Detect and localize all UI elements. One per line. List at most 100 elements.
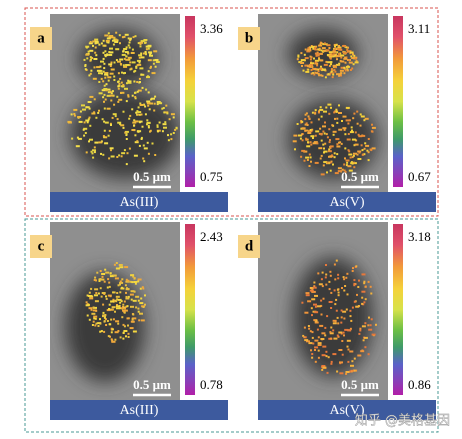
speckle xyxy=(143,147,148,150)
speckle xyxy=(125,291,127,294)
speckle xyxy=(296,123,299,125)
speckle xyxy=(108,53,113,56)
speckle xyxy=(349,156,352,159)
speckle xyxy=(132,299,137,302)
speckle xyxy=(83,58,86,61)
speckle xyxy=(170,138,173,141)
speckle xyxy=(108,51,111,54)
speckle xyxy=(354,57,357,60)
speckle xyxy=(104,73,109,76)
speckle xyxy=(140,73,143,76)
speckle xyxy=(107,335,110,338)
speckle xyxy=(137,106,140,109)
speckle xyxy=(318,132,323,135)
speckle xyxy=(118,34,121,37)
speckle xyxy=(100,152,102,155)
speckle xyxy=(331,76,334,79)
speckle xyxy=(351,67,354,70)
speckle xyxy=(325,133,328,136)
speckle xyxy=(103,107,106,110)
speckle xyxy=(324,276,327,279)
speckle xyxy=(86,57,89,60)
speckle xyxy=(137,310,140,313)
speckle xyxy=(347,50,352,53)
speckle xyxy=(158,102,163,105)
speckle xyxy=(92,77,97,80)
speckle xyxy=(144,105,147,108)
panel-label: d xyxy=(245,238,254,254)
speckle xyxy=(127,332,130,335)
speckle xyxy=(109,94,114,97)
speckle xyxy=(321,285,324,288)
speckle xyxy=(121,152,126,155)
speckle xyxy=(101,118,104,121)
speckle xyxy=(100,60,104,63)
speckle xyxy=(325,355,328,358)
speckle xyxy=(117,284,120,287)
speckle xyxy=(304,336,307,339)
speckle xyxy=(305,137,308,140)
speckle xyxy=(137,307,140,310)
speckle xyxy=(304,48,307,51)
speckle xyxy=(84,65,87,67)
speckle xyxy=(131,108,134,111)
speckle xyxy=(342,127,347,130)
speckle xyxy=(87,50,90,53)
speckle xyxy=(308,130,313,133)
speckle xyxy=(108,129,111,132)
speckle xyxy=(127,56,132,59)
speckle xyxy=(328,148,331,151)
speckle xyxy=(97,292,100,295)
speckle xyxy=(135,295,140,298)
speckle xyxy=(93,317,96,320)
speckle xyxy=(319,106,322,109)
speckle xyxy=(103,320,106,323)
speckle xyxy=(153,50,158,53)
speckle xyxy=(126,82,128,85)
speckle xyxy=(154,59,159,61)
speckle xyxy=(314,59,319,62)
speckle xyxy=(336,121,339,124)
speckle xyxy=(339,372,344,375)
speckle xyxy=(119,280,122,283)
speckle xyxy=(124,51,129,54)
speckle xyxy=(122,323,125,326)
speckle xyxy=(364,285,367,288)
speckle xyxy=(109,272,112,275)
speckle xyxy=(307,68,310,71)
speckle xyxy=(303,150,308,153)
speckle xyxy=(114,310,116,313)
speckle xyxy=(134,69,137,72)
speckle xyxy=(162,123,167,126)
caption-bar xyxy=(258,192,436,212)
speckle xyxy=(100,330,103,333)
speckle xyxy=(313,73,316,76)
speckle xyxy=(337,291,340,294)
speckle xyxy=(93,151,96,154)
speckle xyxy=(347,133,350,135)
speckle xyxy=(351,162,354,165)
speckle xyxy=(327,49,330,52)
speckle xyxy=(359,113,362,116)
speckle xyxy=(131,318,134,321)
speckle xyxy=(109,122,112,125)
speckle xyxy=(92,309,97,312)
speckle xyxy=(93,98,96,101)
speckle xyxy=(123,300,126,303)
speckle xyxy=(116,95,119,98)
speckle xyxy=(121,286,123,289)
speckle xyxy=(102,311,105,314)
speckle xyxy=(344,328,349,331)
speckle xyxy=(347,360,350,363)
speckle xyxy=(333,111,336,114)
speckle xyxy=(313,319,318,322)
speckle xyxy=(308,63,313,66)
speckle xyxy=(314,311,319,314)
speckle xyxy=(338,62,341,65)
speckle xyxy=(163,111,166,114)
speckle xyxy=(85,119,90,122)
speckle xyxy=(89,49,94,52)
speckle xyxy=(340,56,343,59)
speckle xyxy=(88,107,91,110)
colorbar-max: 2.43 xyxy=(200,229,223,244)
